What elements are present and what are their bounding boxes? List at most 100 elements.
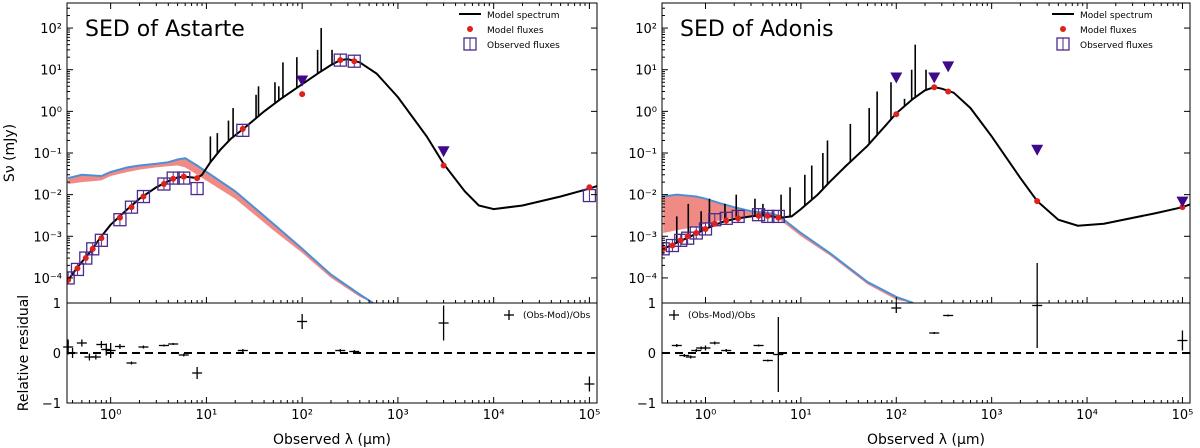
model-flux-point bbox=[586, 184, 593, 191]
residual-legend-label: (Obs-Mod)/Obs bbox=[688, 311, 756, 321]
model-flux-point bbox=[299, 91, 306, 98]
residual-plot-area bbox=[662, 263, 1190, 392]
panel-astarte: 10⁰ 10¹ 10² 10³ 10⁴ 10⁵ 10⁻⁴ 10⁻³ 10⁻² 10⁻¹ 10⁰ 10¹… bbox=[2, 2, 601, 448]
x-tick-label: 10¹ bbox=[790, 408, 812, 423]
model-flux-point bbox=[893, 111, 900, 118]
model-flux-point bbox=[116, 214, 123, 221]
legend-entry: Model spectrum bbox=[487, 11, 559, 21]
residual-y-tick-label: 1 bbox=[53, 297, 61, 312]
upper-limit-marker bbox=[296, 75, 309, 87]
y-tick-label: 10⁻² bbox=[628, 189, 657, 204]
chart-title: SED of Astarte bbox=[85, 17, 245, 42]
residual-y-tick-label: 0 bbox=[648, 347, 656, 362]
model-flux-point bbox=[239, 125, 246, 132]
model-flux-point bbox=[735, 215, 742, 222]
model-spectrum-line bbox=[662, 86, 1190, 250]
upper-limit-marker bbox=[1176, 196, 1189, 208]
model-flux-point bbox=[669, 242, 676, 249]
y-tick-label: 10⁻² bbox=[33, 189, 62, 204]
model-flux-point bbox=[723, 217, 730, 224]
chart-title: SED of Adonis bbox=[680, 17, 834, 42]
legend-entry: Model fluxes bbox=[1080, 26, 1137, 36]
x-tick-label: 10³ bbox=[981, 408, 1003, 423]
model-flux-point bbox=[711, 220, 718, 227]
model-flux-point bbox=[140, 193, 147, 200]
model-flux-point bbox=[764, 212, 771, 219]
legend-point-swatch bbox=[467, 26, 473, 32]
residual-plot-area bbox=[63, 305, 597, 392]
model-flux-point bbox=[684, 233, 691, 240]
x-tick-label: 10² bbox=[885, 408, 907, 423]
model-flux-point bbox=[170, 175, 177, 182]
unattenuated-stellar-line bbox=[67, 157, 374, 303]
model-flux-point bbox=[945, 88, 952, 95]
x-axis-label: Observed λ (μm) bbox=[867, 432, 985, 448]
upper-limit-marker bbox=[437, 146, 450, 158]
main-plot-area bbox=[662, 44, 1190, 303]
y-tick-label: 10¹ bbox=[40, 64, 62, 79]
y-tick-label: 10⁻³ bbox=[33, 230, 62, 245]
x-tick-label: 10⁴ bbox=[483, 408, 505, 423]
residual-y-tick-label: −1 bbox=[637, 397, 656, 412]
y-tick-label: 10⁰ bbox=[40, 105, 62, 120]
residual-y-tick-label: −1 bbox=[42, 397, 61, 412]
panel-adonis: 10⁰ 10¹ 10² 10³ 10⁴ 10⁵ 10⁻⁴ 10⁻³ 10⁻² 10⁻¹ 10⁰ 10¹… bbox=[628, 2, 1194, 448]
x-tick-label: 10⁰ bbox=[100, 408, 122, 423]
upper-limit-marker bbox=[1031, 144, 1044, 156]
y-axis-label: Sν (mJy) bbox=[2, 124, 18, 182]
model-flux-point bbox=[702, 225, 709, 232]
model-flux-point bbox=[74, 265, 81, 272]
legend-entry: Observed fluxes bbox=[1080, 41, 1153, 51]
y-tick-label: 10¹ bbox=[635, 64, 657, 79]
x-tick-label: 10⁵ bbox=[579, 408, 601, 423]
y-tick-label: 10⁻¹ bbox=[33, 147, 62, 162]
x-tick-label: 10³ bbox=[387, 408, 409, 423]
chart-legend: Model spectrum Model fluxes Observed fluxe… bbox=[1052, 11, 1153, 51]
model-flux-point bbox=[440, 162, 447, 169]
model-flux-point bbox=[755, 212, 762, 219]
model-flux-point bbox=[1034, 198, 1041, 205]
y-tick-label: 10⁻¹ bbox=[628, 147, 657, 162]
residual-y-tick-label: 0 bbox=[53, 347, 61, 362]
model-flux-point bbox=[693, 229, 700, 236]
legend-entry: Model spectrum bbox=[1080, 11, 1152, 21]
model-flux-point bbox=[82, 255, 89, 262]
y-tick-label: 10⁻⁴ bbox=[628, 272, 657, 287]
y-tick-label: 10⁻³ bbox=[628, 230, 657, 245]
residual-y-tick-label: 1 bbox=[648, 297, 656, 312]
residual-y-axis-label: Relative residual bbox=[16, 295, 32, 411]
legend-point-swatch bbox=[1060, 26, 1066, 32]
model-flux-point bbox=[931, 84, 938, 91]
y-tick-label: 10² bbox=[40, 22, 62, 37]
x-tick-label: 10⁴ bbox=[1076, 408, 1098, 423]
model-spectrum-line bbox=[67, 58, 597, 281]
model-flux-point bbox=[89, 245, 96, 252]
x-tick-label: 10⁰ bbox=[695, 408, 717, 423]
x-axis-label: Observed λ (μm) bbox=[273, 432, 391, 448]
model-flux-point bbox=[337, 57, 344, 64]
x-tick-label: 10¹ bbox=[196, 408, 218, 423]
residual-legend-label: (Obs-Mod)/Obs bbox=[523, 311, 591, 321]
legend-entry: Model fluxes bbox=[487, 26, 544, 36]
stellar-attenuation-band bbox=[68, 158, 374, 303]
model-flux-point bbox=[677, 237, 684, 244]
model-flux-point bbox=[128, 204, 135, 211]
x-tick-label: 10⁵ bbox=[1172, 408, 1194, 423]
upper-limit-marker bbox=[928, 72, 941, 84]
model-flux-point bbox=[775, 214, 782, 221]
x-tick-label: 10² bbox=[291, 408, 313, 423]
model-flux-point bbox=[98, 235, 105, 242]
main-plot-area bbox=[67, 28, 597, 303]
model-flux-point bbox=[194, 175, 201, 182]
model-flux-point bbox=[160, 181, 167, 188]
upper-limit-marker bbox=[942, 61, 955, 73]
model-flux-point bbox=[351, 58, 358, 65]
legend-entry: Observed fluxes bbox=[487, 41, 560, 51]
y-tick-label: 10² bbox=[635, 22, 657, 37]
upper-limit-marker bbox=[890, 72, 903, 84]
model-flux-point bbox=[180, 173, 187, 180]
chart-legend: Model spectrum Model fluxes Observed fluxe… bbox=[459, 11, 560, 51]
y-tick-label: 10⁻⁴ bbox=[33, 272, 62, 287]
y-tick-label: 10⁰ bbox=[635, 105, 657, 120]
